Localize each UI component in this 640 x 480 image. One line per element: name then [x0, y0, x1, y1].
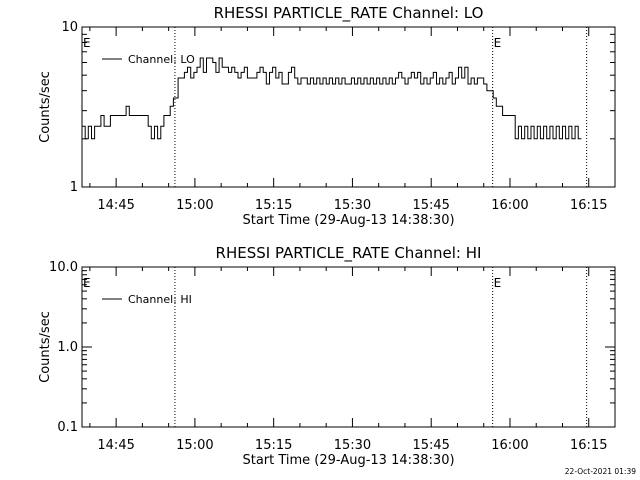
y-tick-label: 10 — [61, 20, 78, 35]
x-tick-label: 15:30 — [334, 438, 371, 453]
x-axis-label: Start Time (29-Aug-13 14:38:30) — [242, 453, 454, 468]
x-tick-label: 14:45 — [97, 438, 134, 453]
y-tick-label: 1.0 — [57, 340, 78, 355]
event-marker-label: E — [83, 276, 91, 290]
plot-frame — [81, 26, 616, 188]
x-tick-label: 16:00 — [491, 198, 528, 213]
plot-frame — [81, 266, 616, 428]
x-tick-label: 15:15 — [255, 198, 292, 213]
x-axis-label: Start Time (29-Aug-13 14:38:30) — [242, 213, 454, 228]
y-tick-label: 10.0 — [49, 260, 78, 275]
event-marker-label: E — [83, 36, 91, 50]
panel-channel-lo: RHESSI PARTICLE_RATE Channel: LO Start Ti… — [38, 4, 616, 228]
x-tick-label: 15:00 — [176, 438, 213, 453]
y-axis-label: Counts/sec — [38, 71, 53, 143]
y-tick-label: 0.1 — [57, 420, 78, 435]
x-tick-label: 14:45 — [97, 198, 134, 213]
y-axis-label: Counts/sec — [38, 311, 53, 383]
x-tick-label: 15:00 — [176, 198, 213, 213]
legend-label: Channel: LO — [128, 53, 195, 66]
event-marker-label: E — [494, 276, 502, 290]
x-tick-label: 15:15 — [255, 438, 292, 453]
legend-label: Channel: HI — [128, 293, 192, 306]
y-tick-label: 1 — [70, 180, 78, 195]
x-tick-label: 15:45 — [412, 198, 449, 213]
chart-title: RHESSI PARTICLE_RATE Channel: LO — [214, 4, 484, 23]
x-tick-label: 16:15 — [570, 198, 607, 213]
panel-channel-hi: RHESSI PARTICLE_RATE Channel: HI Start Ti… — [38, 244, 616, 468]
x-tick-label: 16:15 — [570, 438, 607, 453]
footer-timestamp: 22-Oct-2021 01:39 — [565, 467, 636, 476]
event-marker-label: E — [494, 36, 502, 50]
x-tick-label: 15:30 — [334, 198, 371, 213]
chart-title: RHESSI PARTICLE_RATE Channel: HI — [216, 244, 482, 263]
x-tick-label: 16:00 — [491, 438, 528, 453]
series-line-channel — [82, 57, 582, 140]
x-tick-label: 15:45 — [412, 438, 449, 453]
